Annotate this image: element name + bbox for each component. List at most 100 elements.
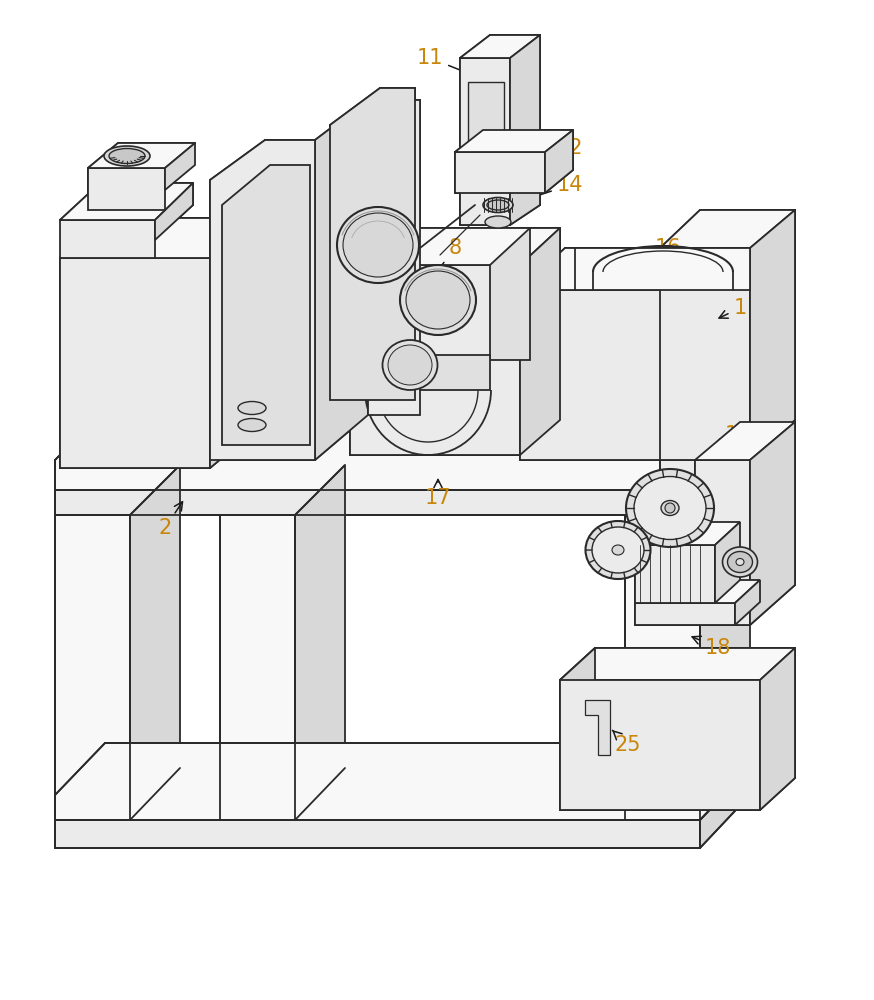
Text: 3: 3 [142,195,167,227]
Polygon shape [560,648,795,680]
Polygon shape [635,545,715,603]
Ellipse shape [612,545,624,555]
Polygon shape [130,465,180,820]
Ellipse shape [109,148,145,163]
Polygon shape [315,100,368,460]
Polygon shape [60,258,210,468]
Polygon shape [750,422,795,625]
Ellipse shape [483,198,513,213]
Polygon shape [585,700,610,755]
Polygon shape [520,248,750,290]
Polygon shape [750,210,795,460]
Ellipse shape [337,207,419,283]
Polygon shape [155,183,193,240]
Polygon shape [55,515,130,820]
Ellipse shape [238,418,266,432]
Ellipse shape [736,558,744,566]
Ellipse shape [592,527,644,573]
Circle shape [665,503,675,513]
Ellipse shape [238,401,266,414]
Text: 16: 16 [642,238,682,266]
Polygon shape [635,522,740,545]
Polygon shape [545,130,573,193]
Ellipse shape [723,547,758,577]
Text: 25: 25 [613,730,642,755]
Text: 8: 8 [434,238,461,274]
Text: 14: 14 [507,175,583,207]
Polygon shape [660,210,795,248]
Polygon shape [60,220,155,258]
Text: 19: 19 [722,568,761,588]
Polygon shape [635,603,735,625]
Polygon shape [460,35,540,58]
Polygon shape [735,580,760,625]
Polygon shape [490,228,530,360]
Ellipse shape [586,521,650,579]
Polygon shape [210,180,258,455]
Polygon shape [510,35,540,225]
Polygon shape [210,218,258,468]
Ellipse shape [485,216,511,228]
Polygon shape [520,228,560,455]
Text: 9: 9 [311,210,361,246]
Polygon shape [715,522,740,603]
Text: 7: 7 [248,358,274,378]
Polygon shape [560,680,760,810]
Polygon shape [575,248,750,290]
Polygon shape [760,648,795,810]
Polygon shape [695,422,795,460]
Polygon shape [660,460,750,620]
Text: 22: 22 [699,508,761,530]
Text: 11: 11 [417,48,475,77]
Polygon shape [258,140,310,455]
Ellipse shape [626,469,714,547]
Polygon shape [660,248,750,460]
Polygon shape [365,228,405,360]
Text: 18: 18 [692,636,732,658]
Ellipse shape [388,345,432,385]
Polygon shape [55,820,700,848]
Polygon shape [455,152,545,193]
Polygon shape [350,265,520,455]
Ellipse shape [383,340,438,390]
Ellipse shape [634,477,706,540]
Ellipse shape [487,200,509,210]
Polygon shape [625,515,700,820]
Ellipse shape [104,146,150,166]
Polygon shape [700,440,750,515]
Polygon shape [695,460,750,625]
Polygon shape [55,490,700,515]
Text: 12: 12 [512,138,583,174]
Polygon shape [60,218,258,258]
Ellipse shape [727,552,753,572]
Polygon shape [455,130,573,152]
Polygon shape [220,515,295,820]
Polygon shape [295,465,345,820]
Polygon shape [55,743,750,820]
Text: 1: 1 [719,298,746,318]
Ellipse shape [406,271,470,329]
Polygon shape [330,88,415,400]
Polygon shape [560,648,595,810]
Text: 17: 17 [425,479,451,508]
Polygon shape [635,580,760,603]
Text: 15: 15 [714,425,752,446]
Polygon shape [368,100,420,415]
Polygon shape [88,168,165,210]
Polygon shape [165,143,195,190]
Polygon shape [468,82,504,185]
Polygon shape [520,290,750,460]
Ellipse shape [343,213,413,277]
Polygon shape [55,410,750,490]
Text: 2: 2 [158,502,183,538]
Polygon shape [750,210,795,460]
Polygon shape [88,143,195,168]
Polygon shape [365,355,490,390]
Ellipse shape [661,500,679,516]
Polygon shape [700,465,750,820]
Polygon shape [222,165,310,445]
Polygon shape [460,58,510,225]
Polygon shape [750,420,795,620]
Polygon shape [60,183,193,220]
Polygon shape [700,768,750,848]
